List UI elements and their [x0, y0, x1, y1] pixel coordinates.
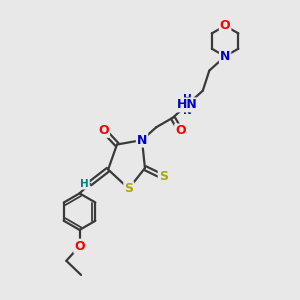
- Text: H
N: H N: [183, 94, 191, 116]
- Text: O: O: [74, 240, 85, 253]
- Text: S: S: [124, 182, 133, 195]
- Text: S: S: [159, 170, 168, 183]
- Text: N: N: [137, 134, 147, 147]
- Text: O: O: [220, 19, 230, 32]
- Text: H: H: [80, 179, 89, 189]
- Text: N: N: [220, 50, 230, 63]
- Text: O: O: [175, 124, 186, 137]
- Text: HN: HN: [177, 98, 197, 111]
- Text: O: O: [98, 124, 109, 137]
